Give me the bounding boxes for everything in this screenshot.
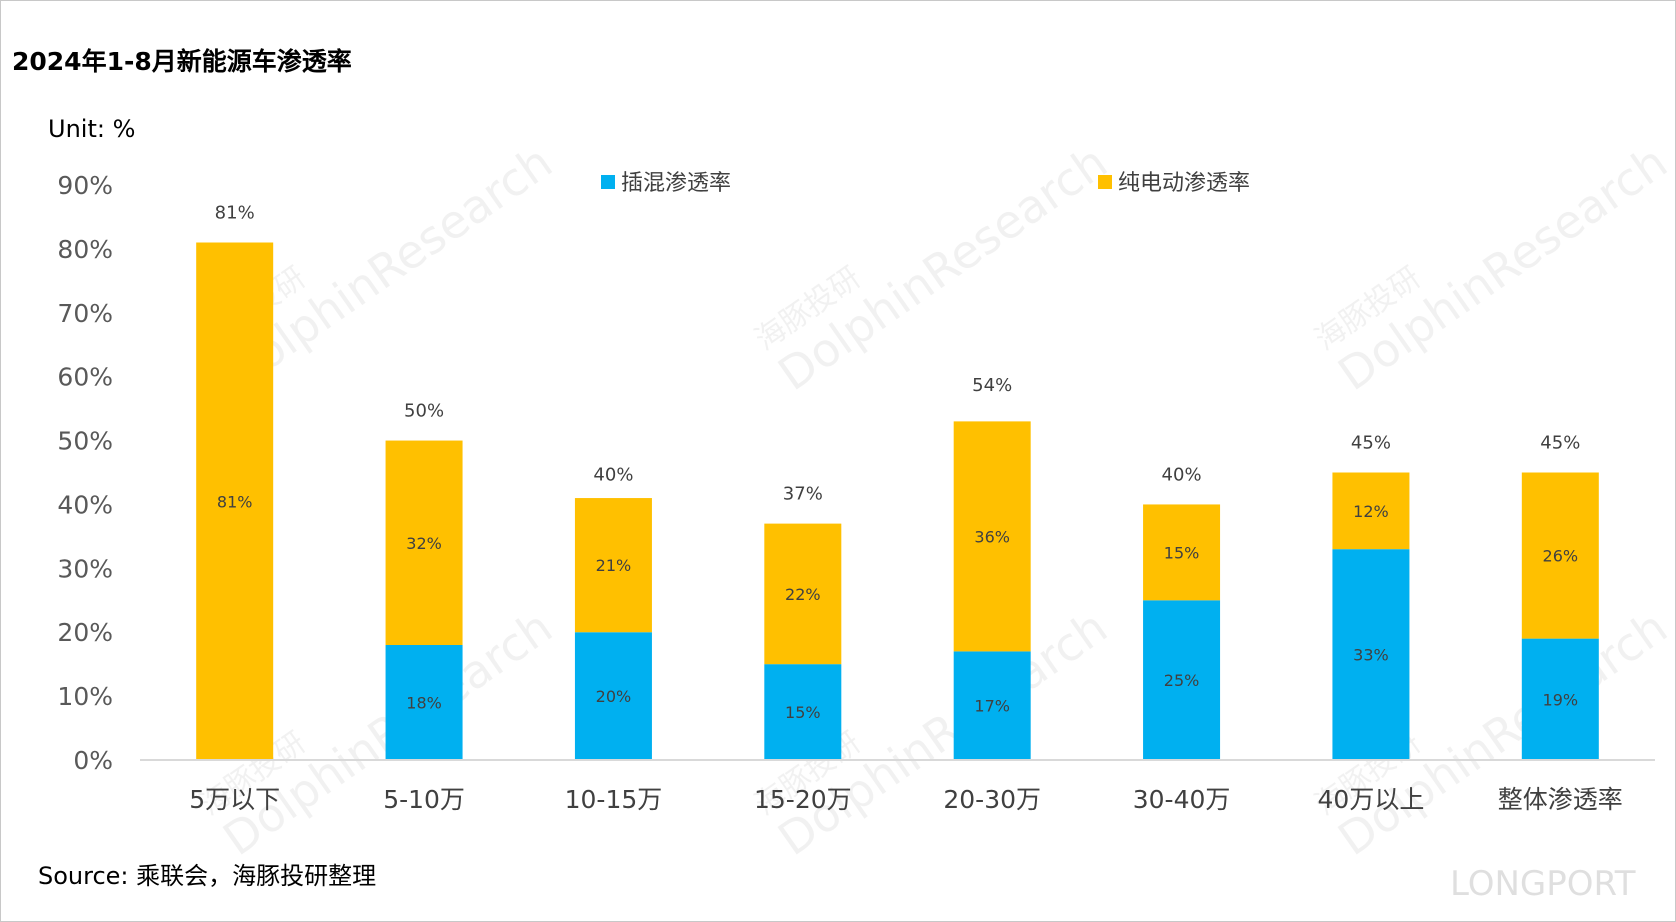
segment-data-label: 26%: [1543, 547, 1579, 566]
segment-data-label: 12%: [1353, 502, 1389, 521]
y-axis: 0% 10% 20% 30% 40% 50% 60% 70% 80% 90%: [57, 171, 113, 775]
y-tick-label: 90%: [57, 171, 113, 200]
bar-segment-phev: [1332, 549, 1410, 760]
segment-data-label: 17%: [974, 697, 1010, 716]
y-tick-label: 10%: [57, 682, 113, 711]
x-tick-label: 30-40万: [1133, 785, 1231, 814]
segment-data-label: 15%: [785, 703, 821, 722]
bar-segment-bev: [1332, 472, 1410, 550]
bar-segment-phev: [1143, 600, 1221, 760]
legend-label: 插混渗透率: [621, 171, 731, 196]
y-tick-label: 20%: [57, 618, 113, 647]
bar-segment-phev: [1521, 638, 1599, 760]
legend-label: 纯电动渗透率: [1118, 171, 1250, 196]
y-tick-label: 40%: [57, 490, 113, 519]
x-axis: 5万以下 5-10万 10-15万 15-20万 20-30万 30-40万 40万以上 整体…: [140, 759, 1655, 814]
y-tick-label: 30%: [57, 554, 113, 583]
bar-segment-phev: [385, 645, 463, 760]
watermark-en: DolphinResearch: [768, 135, 1117, 402]
segment-data-label: 25%: [1164, 671, 1200, 690]
legend-swatch: [1098, 175, 1112, 189]
segment-data-label: 33%: [1353, 646, 1389, 665]
segment-data-label: 18%: [406, 694, 442, 713]
segment-data-label: 36%: [974, 527, 1010, 546]
y-tick-label: 0%: [73, 746, 113, 775]
bar-segment-bev: [574, 498, 652, 633]
x-tick-label: 20-30万: [943, 785, 1041, 814]
total-data-label: 45%: [1351, 433, 1391, 454]
total-data-label: 40%: [1162, 464, 1202, 485]
unit-label: Unit: %: [48, 115, 136, 143]
x-tick-label: 10-15万: [565, 785, 663, 814]
total-data-label: 45%: [1540, 433, 1580, 454]
legend-swatch: [601, 175, 615, 189]
bar-segment-bev: [1143, 504, 1221, 601]
chart-title: 2024年1-8月新能源车渗透率: [12, 47, 352, 76]
segment-data-label: 22%: [785, 585, 821, 604]
x-tick-label: 整体渗透率: [1498, 785, 1623, 814]
total-data-label: 37%: [783, 484, 823, 505]
bars-layer: 81% 81% 18% 32% 50% 20% 21% 40% 15% 22% 37% 17% 36% 5…: [196, 203, 1599, 760]
total-data-label: 54%: [972, 375, 1012, 396]
segment-data-label: 15%: [1164, 543, 1200, 562]
total-data-label: 81%: [215, 203, 255, 224]
y-tick-label: 60%: [57, 363, 113, 392]
bar-segment-bev: [764, 523, 842, 665]
total-data-label: 40%: [593, 464, 633, 485]
watermark-corner: LONGPORT: [1450, 864, 1636, 904]
segment-data-label: 19%: [1543, 690, 1579, 709]
source-note: Source: 乘联会，海豚投研整理: [38, 862, 377, 890]
segment-data-label: 81%: [217, 492, 253, 511]
y-tick-label: 50%: [57, 427, 113, 456]
x-tick-label: 5-10万: [383, 785, 465, 814]
bar-segment-bev: [1521, 472, 1599, 639]
bar-segment-bev: [196, 242, 274, 760]
total-data-label: 50%: [404, 401, 444, 422]
x-tick-label: 15-20万: [754, 785, 852, 814]
y-tick-label: 80%: [57, 235, 113, 264]
x-tick-label: 5万以下: [189, 785, 280, 814]
bar-segment-phev: [953, 651, 1031, 760]
segment-data-label: 20%: [596, 687, 632, 706]
bar-segment-bev: [953, 421, 1031, 652]
legend: 插混渗透率 纯电动渗透率: [601, 171, 1250, 196]
bar-segment-bev: [385, 440, 463, 645]
x-tick-label: 40万以上: [1318, 785, 1425, 814]
segment-data-label: 32%: [406, 534, 442, 553]
bar-segment-phev: [574, 632, 652, 760]
bar-segment-phev: [764, 664, 842, 760]
y-tick-label: 70%: [57, 299, 113, 328]
watermark-en: DolphinResearch: [1328, 135, 1676, 402]
segment-data-label: 21%: [596, 556, 632, 575]
